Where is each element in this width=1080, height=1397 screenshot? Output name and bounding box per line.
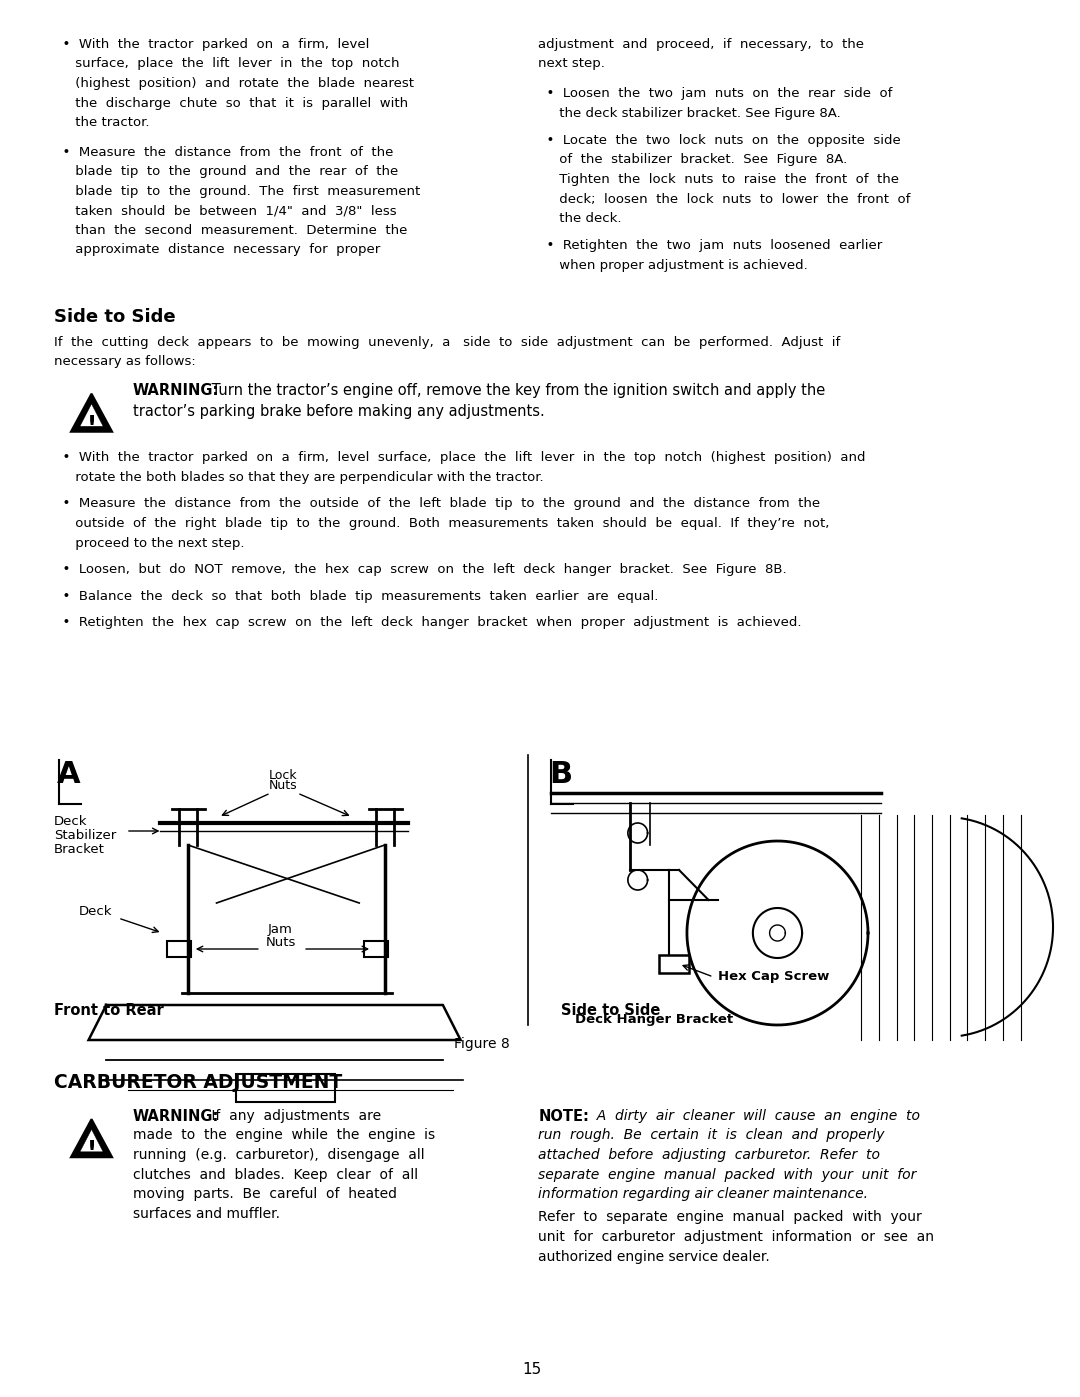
- Text: !: !: [86, 415, 96, 434]
- Text: adjustment  and  proceed,  if  necessary,  to  the: adjustment and proceed, if necessary, to…: [538, 38, 864, 52]
- Text: A: A: [57, 760, 81, 789]
- Polygon shape: [80, 404, 103, 426]
- Text: blade  tip  to  the  ground  and  the  rear  of  the: blade tip to the ground and the rear of …: [54, 165, 399, 177]
- Text: Side to Side: Side to Side: [54, 307, 176, 326]
- Text: of  the  stabilizer  bracket.  See  Figure  8A.: of the stabilizer bracket. See Figure 8A…: [538, 154, 848, 166]
- Text: blade  tip  to  the  ground.  The  first  measurement: blade tip to the ground. The first measu…: [54, 184, 420, 197]
- Text: attached  before  adjusting  carburetor.  Refer  to: attached before adjusting carburetor. Re…: [538, 1148, 880, 1162]
- Text: surface,  place  the  lift  lever  in  the  top  notch: surface, place the lift lever in the top…: [54, 57, 400, 70]
- Text: •  Retighten  the  hex  cap  screw  on  the  left  deck  hanger  bracket  when  : • Retighten the hex cap screw on the lef…: [54, 616, 801, 629]
- Text: •  Balance  the  deck  so  that  both  blade  tip  measurements  taken  earlier : • Balance the deck so that both blade ti…: [54, 590, 659, 602]
- Text: Figure 8: Figure 8: [455, 1037, 510, 1051]
- Text: clutches  and  blades.  Keep  clear  of  all: clutches and blades. Keep clear of all: [133, 1168, 418, 1182]
- Text: unit  for  carburetor  adjustment  information  or  see  an: unit for carburetor adjustment informati…: [538, 1229, 934, 1243]
- Text: (highest  position)  and  rotate  the  blade  nearest: (highest position) and rotate the blade …: [54, 77, 414, 89]
- Text: •  Locate  the  two  lock  nuts  on  the  opposite  side: • Locate the two lock nuts on the opposi…: [538, 134, 901, 147]
- Polygon shape: [71, 1119, 112, 1157]
- Bar: [237, 1074, 335, 1102]
- Text: B: B: [549, 760, 572, 789]
- Text: the deck.: the deck.: [538, 212, 622, 225]
- Text: Bracket: Bracket: [54, 842, 105, 856]
- Text: surfaces and muffler.: surfaces and muffler.: [133, 1207, 280, 1221]
- Text: NOTE:: NOTE:: [538, 1109, 590, 1125]
- Text: 15: 15: [522, 1362, 541, 1377]
- Text: !: !: [86, 1140, 96, 1160]
- Text: proceed to the next step.: proceed to the next step.: [54, 536, 245, 549]
- Text: Refer  to  separate  engine  manual  packed  with  your: Refer to separate engine manual packed w…: [538, 1210, 922, 1225]
- Text: Nuts: Nuts: [269, 780, 298, 792]
- Text: the deck stabilizer bracket. See Figure 8A.: the deck stabilizer bracket. See Figure …: [538, 106, 841, 120]
- Text: If  any  adjustments  are: If any adjustments are: [206, 1109, 381, 1123]
- Text: tractor’s parking brake before making any adjustments.: tractor’s parking brake before making an…: [133, 404, 544, 419]
- Text: WARNING:: WARNING:: [133, 384, 219, 398]
- Text: made  to  the  engine  while  the  engine  is: made to the engine while the engine is: [133, 1129, 435, 1143]
- Bar: [364, 942, 388, 957]
- Bar: [167, 942, 191, 957]
- Text: Front to Rear: Front to Rear: [54, 1003, 164, 1018]
- Text: rotate the both blades so that they are perpendicular with the tractor.: rotate the both blades so that they are …: [54, 471, 543, 483]
- Polygon shape: [71, 394, 112, 432]
- Text: information regarding air cleaner maintenance.: information regarding air cleaner mainte…: [538, 1187, 868, 1201]
- Text: outside  of  the  right  blade  tip  to  the  ground.  Both  measurements  taken: outside of the right blade tip to the gr…: [54, 517, 829, 529]
- Text: Lock: Lock: [269, 768, 298, 782]
- Text: when proper adjustment is achieved.: when proper adjustment is achieved.: [538, 258, 808, 272]
- Text: Stabilizer: Stabilizer: [54, 828, 117, 842]
- Text: deck;  loosen  the  lock  nuts  to  lower  the  front  of: deck; loosen the lock nuts to lower the …: [538, 193, 910, 205]
- Text: run  rough.  Be  certain  it  is  clean  and  properly: run rough. Be certain it is clean and pr…: [538, 1129, 885, 1143]
- Text: •  Measure  the  distance  from  the  outside  of  the  left  blade  tip  to  th: • Measure the distance from the outside …: [54, 497, 820, 510]
- Text: running  (e.g.  carburetor),  disengage  all: running (e.g. carburetor), disengage all: [133, 1148, 424, 1162]
- Text: the tractor.: the tractor.: [54, 116, 150, 129]
- Text: •  With  the  tractor  parked  on  a  firm,  level  surface,  place  the  lift  : • With the tractor parked on a firm, lev…: [54, 451, 866, 464]
- Text: Deck Hanger Bracket: Deck Hanger Bracket: [576, 1013, 733, 1025]
- Text: •  Retighten  the  two  jam  nuts  loosened  earlier: • Retighten the two jam nuts loosened ea…: [538, 239, 882, 253]
- Text: necessary as follows:: necessary as follows:: [54, 355, 195, 369]
- Bar: [660, 956, 689, 972]
- Text: CARBURETOR ADJUSTMENT: CARBURETOR ADJUSTMENT: [54, 1073, 342, 1092]
- Text: separate  engine  manual  packed  with  your  unit  for: separate engine manual packed with your …: [538, 1168, 917, 1182]
- Text: next step.: next step.: [538, 57, 605, 70]
- Text: Deck: Deck: [79, 905, 112, 918]
- Text: Deck: Deck: [54, 814, 87, 828]
- Text: WARNING:: WARNING:: [133, 1109, 219, 1125]
- Text: moving  parts.  Be  careful  of  heated: moving parts. Be careful of heated: [133, 1187, 396, 1201]
- Text: authorized engine service dealer.: authorized engine service dealer.: [538, 1249, 770, 1263]
- Text: Tighten  the  lock  nuts  to  raise  the  front  of  the: Tighten the lock nuts to raise the front…: [538, 173, 900, 186]
- Text: •  Loosen  the  two  jam  nuts  on  the  rear  side  of: • Loosen the two jam nuts on the rear si…: [538, 87, 893, 101]
- Polygon shape: [80, 1129, 103, 1151]
- Text: A  dirty  air  cleaner  will  cause  an  engine  to: A dirty air cleaner will cause an engine…: [588, 1109, 919, 1123]
- Text: If  the  cutting  deck  appears  to  be  mowing  unevenly,  a   side  to  side  : If the cutting deck appears to be mowing…: [54, 337, 840, 349]
- Text: •  With  the  tractor  parked  on  a  firm,  level: • With the tractor parked on a firm, lev…: [54, 38, 369, 52]
- Text: Turn the tractor’s engine off, remove the key from the ignition switch and apply: Turn the tractor’s engine off, remove th…: [206, 384, 825, 398]
- Text: Nuts: Nuts: [266, 936, 296, 949]
- Text: Side to Side: Side to Side: [561, 1003, 660, 1018]
- Text: Jam: Jam: [268, 923, 293, 936]
- Text: the  discharge  chute  so  that  it  is  parallel  with: the discharge chute so that it is parall…: [54, 96, 408, 109]
- Text: Hex Cap Screw: Hex Cap Screw: [718, 970, 829, 983]
- Text: than  the  second  measurement.  Determine  the: than the second measurement. Determine t…: [54, 224, 407, 236]
- Text: taken  should  be  between  1/4"  and  3/8"  less: taken should be between 1/4" and 3/8" le…: [54, 204, 396, 217]
- Text: •  Measure  the  distance  from  the  front  of  the: • Measure the distance from the front of…: [54, 145, 393, 158]
- Text: approximate  distance  necessary  for  proper: approximate distance necessary for prope…: [54, 243, 380, 256]
- Text: •  Loosen,  but  do  NOT  remove,  the  hex  cap  screw  on  the  left  deck  ha: • Loosen, but do NOT remove, the hex cap…: [54, 563, 786, 576]
